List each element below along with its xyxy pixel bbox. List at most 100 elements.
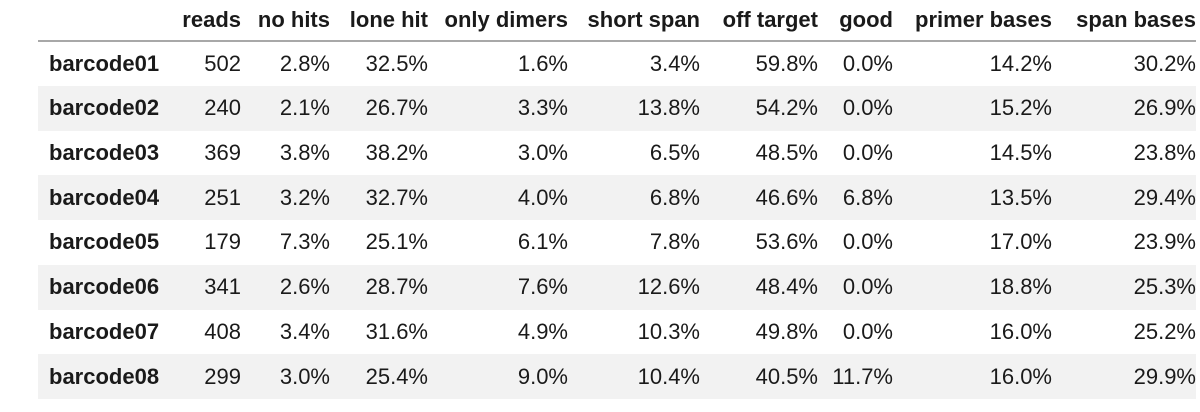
- column-header: short span: [568, 0, 700, 42]
- table-cell: 7.6%: [517, 274, 568, 300]
- table-cell: 32.5%: [365, 50, 428, 76]
- table-cell: 30.2%: [1133, 50, 1196, 76]
- table-cell: 59.8%: [755, 50, 818, 76]
- table-cell: 179: [204, 229, 241, 255]
- table-cell: 25.2%: [1133, 318, 1196, 344]
- table-row: barcode06 341 2.6% 28.7% 7.6% 12.6% 48.4% 0.0% 1…: [38, 264, 1196, 310]
- table-cell: 18.8%: [989, 274, 1052, 300]
- row-label: barcode03: [49, 139, 160, 165]
- table-cell: 2.6%: [279, 274, 330, 300]
- table-cell: 3.0%: [517, 139, 568, 165]
- table-cell: 408: [204, 318, 241, 344]
- table-cell: 6.8%: [842, 184, 893, 210]
- row-label: barcode04: [49, 184, 160, 210]
- table-cell: 3.3%: [517, 95, 568, 121]
- table-cell: 48.5%: [755, 139, 818, 165]
- table-cell: 15.2%: [989, 95, 1052, 121]
- table-cell: 17.0%: [989, 229, 1052, 255]
- table-cell: 53.6%: [755, 229, 818, 255]
- table-cell: 3.4%: [649, 50, 700, 76]
- table-row: barcode04 251 3.2% 32.7% 4.0% 6.8% 46.6% 6.8% 13…: [38, 175, 1196, 220]
- column-header: lone hit: [330, 0, 428, 42]
- table-cell: 10.4%: [637, 363, 700, 389]
- column-header: off target: [700, 0, 818, 42]
- table-cell: 29.4%: [1133, 184, 1196, 210]
- table-body: barcode01 502 2.8% 32.5% 1.6% 3.4% 59.8% 0.0% 14…: [38, 41, 1196, 399]
- table-row: barcode07 408 3.4% 31.6% 4.9% 10.3% 49.8% 0.0% 1…: [38, 310, 1196, 355]
- table-cell: 48.4%: [755, 274, 818, 300]
- table-cell: 0.0%: [842, 229, 893, 255]
- table-cell: 13.8%: [637, 95, 700, 121]
- table-cell: 6.5%: [649, 139, 700, 165]
- column-header: span bases: [1052, 0, 1196, 42]
- table-cell: 46.6%: [755, 184, 818, 210]
- table-cell: 54.2%: [755, 95, 818, 121]
- table-cell: 29.9%: [1133, 363, 1196, 389]
- table-cell: 6.1%: [517, 229, 568, 255]
- table-row: barcode02 240 2.1% 26.7% 3.3% 13.8% 54.2% 0.0% 1…: [38, 85, 1196, 131]
- row-label: barcode06: [49, 274, 160, 300]
- table-cell: 25.3%: [1133, 274, 1196, 300]
- table-cell: 14.2%: [989, 50, 1052, 76]
- row-label: barcode02: [49, 95, 160, 121]
- table-cell: 28.7%: [365, 274, 428, 300]
- table-cell: 0.0%: [842, 50, 893, 76]
- column-header: reads: [168, 0, 241, 42]
- table-cell: 11.7%: [832, 363, 893, 389]
- table-cell: 0.0%: [842, 95, 893, 121]
- table-row: barcode08 299 3.0% 25.4% 9.0% 10.4% 40.5% 11.7%…: [38, 354, 1196, 399]
- row-label: barcode05: [49, 229, 160, 255]
- table-cell: 7.8%: [649, 229, 700, 255]
- table-cell: 6.8%: [649, 184, 700, 210]
- table-container: reads no hits lone hit only dimers short spa…: [38, 0, 1196, 399]
- table-cell: 14.5%: [989, 139, 1052, 165]
- table-cell: 3.4%: [279, 318, 330, 344]
- table-cell: 16.0%: [989, 363, 1052, 389]
- table-cell: 23.9%: [1133, 229, 1196, 255]
- table-cell: 299: [204, 363, 241, 389]
- table-cell: 9.0%: [517, 363, 568, 389]
- table-cell: 16.0%: [989, 318, 1052, 344]
- table-cell: 1.6%: [517, 50, 568, 76]
- barcode-qc-table: reads no hits lone hit only dimers short spa…: [38, 0, 1196, 399]
- table-cell: 10.3%: [637, 318, 700, 344]
- table-cell: 38.2%: [365, 139, 428, 165]
- column-header: only dimers: [428, 0, 568, 42]
- table-header: reads no hits lone hit only dimers short spa…: [38, 0, 1196, 42]
- table-cell: 341: [204, 274, 241, 300]
- table-cell: 49.8%: [755, 318, 818, 344]
- table-row: barcode03 369 3.8% 38.2% 3.0% 6.5% 48.5% 0.0% 14…: [38, 131, 1196, 176]
- table-cell: 40.5%: [755, 363, 818, 389]
- row-label: barcode08: [49, 363, 160, 389]
- header-row: reads no hits lone hit only dimers short spa…: [38, 0, 1196, 42]
- table-cell: 502: [204, 50, 241, 76]
- table-cell: 12.6%: [637, 274, 700, 300]
- table-cell: 7.3%: [279, 229, 330, 255]
- table-cell: 3.2%: [279, 184, 330, 210]
- table-cell: 13.5%: [989, 184, 1052, 210]
- table-cell: 369: [204, 139, 241, 165]
- table-cell: 240: [204, 95, 241, 121]
- table-cell: 4.0%: [517, 184, 568, 210]
- row-label: barcode07: [49, 318, 160, 344]
- table-cell: 25.4%: [365, 363, 428, 389]
- table-cell: 31.6%: [365, 318, 428, 344]
- table-cell: 26.9%: [1133, 95, 1196, 121]
- table-cell: 3.8%: [279, 139, 330, 165]
- table-cell: 251: [204, 184, 241, 210]
- column-header: primer bases: [893, 0, 1052, 42]
- table-cell: 2.8%: [279, 50, 330, 76]
- row-label: barcode01: [49, 50, 160, 76]
- table-cell: 0.0%: [842, 139, 893, 165]
- table-cell: 23.8%: [1133, 139, 1196, 165]
- column-header: no hits: [241, 0, 330, 42]
- table-cell: 32.7%: [365, 184, 428, 210]
- table-cell: 3.0%: [279, 363, 330, 389]
- table-cell: 2.1%: [279, 95, 330, 121]
- table-row: barcode05 179 7.3% 25.1% 6.1% 7.8% 53.6% 0.0% 17…: [38, 220, 1196, 265]
- table-cell: 26.7%: [365, 95, 428, 121]
- table-cell: 0.0%: [842, 318, 893, 344]
- table-cell: 4.9%: [517, 318, 568, 344]
- table-row: barcode01 502 2.8% 32.5% 1.6% 3.4% 59.8% 0.0% 14…: [38, 41, 1196, 86]
- column-header: good: [818, 0, 893, 42]
